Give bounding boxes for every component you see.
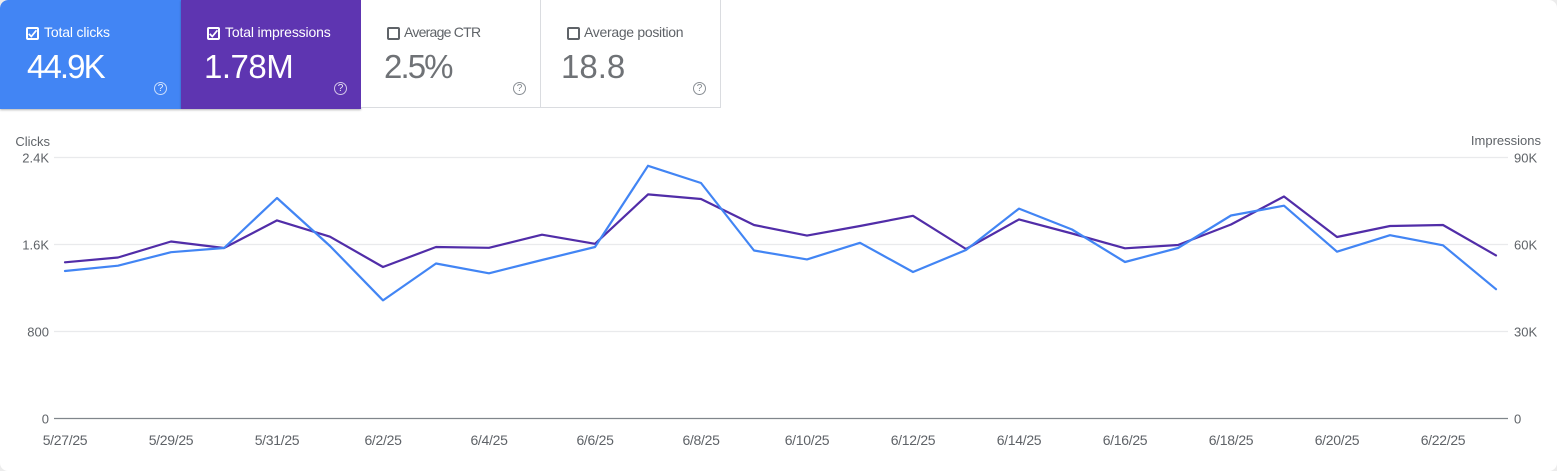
svg-text:6/20/25: 6/20/25 [1315,432,1360,448]
svg-text:Impressions: Impressions [1471,133,1542,148]
svg-text:5/31/25: 5/31/25 [255,432,300,448]
svg-text:1.6K: 1.6K [22,238,49,253]
svg-text:5/29/25: 5/29/25 [149,432,194,448]
svg-text:6/14/25: 6/14/25 [997,432,1042,448]
svg-text:2.4K: 2.4K [22,151,49,166]
svg-text:6/6/25: 6/6/25 [576,432,614,448]
svg-text:6/10/25: 6/10/25 [785,432,830,448]
svg-text:60K: 60K [1514,238,1537,253]
svg-text:6/2/25: 6/2/25 [364,432,402,448]
svg-text:6/4/25: 6/4/25 [470,432,508,448]
svg-text:5/27/25: 5/27/25 [43,432,88,448]
svg-text:0: 0 [42,412,49,427]
svg-text:800: 800 [27,325,49,340]
svg-text:0: 0 [1514,412,1521,427]
svg-text:6/22/25: 6/22/25 [1421,432,1466,448]
svg-text:30K: 30K [1514,325,1537,340]
svg-text:6/18/25: 6/18/25 [1209,432,1254,448]
svg-text:6/16/25: 6/16/25 [1103,432,1148,448]
svg-text:Clicks: Clicks [15,134,50,149]
svg-text:6/12/25: 6/12/25 [891,432,936,448]
svg-text:90K: 90K [1514,151,1537,166]
svg-text:6/8/25: 6/8/25 [682,432,720,448]
